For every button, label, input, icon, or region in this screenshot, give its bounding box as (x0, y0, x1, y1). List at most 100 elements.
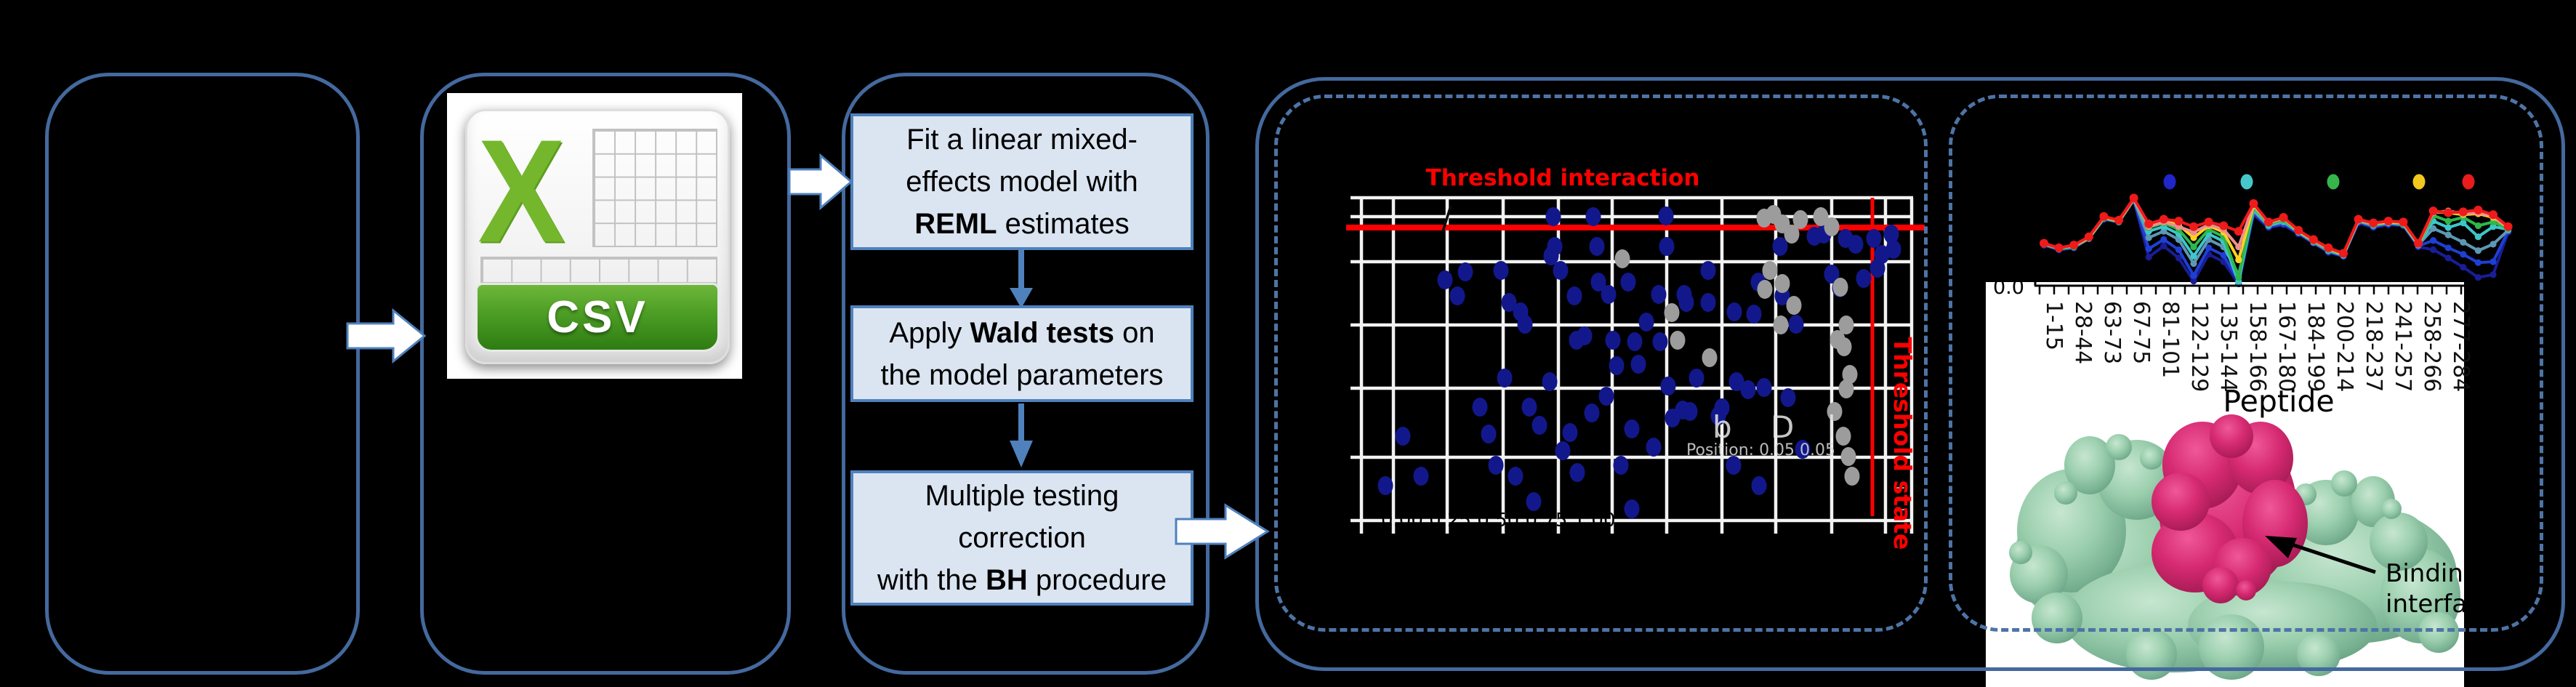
down-arrowhead-icon (1010, 288, 1033, 308)
series-cyan-marker (2490, 223, 2497, 230)
interaction-dot (1590, 273, 1606, 292)
interaction-dot (1646, 438, 1662, 457)
non-significant-dot (1827, 402, 1843, 421)
x-tick-label: 184-199 (2303, 301, 2328, 392)
series-green-marker (2190, 244, 2197, 251)
non-significant-dot (1838, 379, 1854, 398)
interaction-dot (1521, 398, 1537, 417)
down-arrow-icon (1018, 250, 1024, 289)
interaction-dot (1508, 467, 1524, 486)
interaction-dot (1658, 206, 1674, 225)
series-red-marker (2219, 221, 2229, 230)
series-red-marker (2189, 222, 2198, 231)
interaction-dot (1555, 441, 1571, 460)
series-green-marker (2474, 222, 2482, 230)
x-axis-title: Peptide (2223, 384, 2334, 419)
interaction-dot (1589, 237, 1605, 256)
interaction-dot (1413, 467, 1429, 486)
pipeline-step-line: Apply Wald tests on (889, 316, 1155, 349)
ghost-text: – (1896, 476, 1905, 498)
interaction-dot (1788, 315, 1804, 334)
non-significant-dot (1702, 348, 1718, 367)
series-yellow-marker (2190, 234, 2197, 241)
series-cyan-marker (2444, 224, 2452, 231)
x-tick-label: 28-44 (2070, 301, 2096, 364)
series-cyan-marker (2190, 252, 2197, 260)
series-red-marker (2084, 232, 2093, 241)
interaction-dot (1620, 273, 1636, 292)
pipeline-step-line: REML estimates (914, 208, 1130, 240)
interaction-dot (1660, 377, 1676, 395)
series-navy-marker (2160, 242, 2168, 249)
series-red-marker (2129, 193, 2138, 203)
series-red-marker (2458, 207, 2468, 217)
interaction-dot (1569, 463, 1585, 482)
pipeline-step-line: Multiple testing (925, 480, 1119, 512)
series-steel-marker (2444, 231, 2452, 238)
non-significant-dot (1844, 467, 1860, 486)
interaction-dot (1874, 245, 1890, 264)
x-tick-label: 1-15 (2041, 301, 2066, 350)
non-significant-dot (1842, 365, 1858, 384)
non-significant-dot (1786, 296, 1802, 315)
series-red-marker (2383, 217, 2393, 226)
series-red-marker (2489, 210, 2497, 220)
interaction-dot (1700, 293, 1716, 312)
x-tick-label: 67-75 (2128, 301, 2154, 364)
interaction-dot (1682, 402, 1698, 421)
pipeline-down-arrows (1010, 250, 1033, 467)
non-significant-dot (1813, 207, 1829, 226)
interaction-dot (1795, 440, 1811, 459)
series-red-marker (2474, 205, 2483, 214)
legend-dot-blue (2163, 174, 2176, 190)
legend-dot-green (2327, 174, 2340, 190)
series-navy-marker (2444, 254, 2452, 262)
series-steel-marker (2474, 247, 2482, 254)
series-blue-marker (2430, 237, 2437, 244)
series-navy-marker (2190, 278, 2197, 285)
input-data-box (45, 73, 360, 675)
pipeline-step-fit-model: Fit a linear mixed-effects model with REM… (850, 113, 1194, 250)
binding-annotation-arrowhead (2265, 536, 2297, 558)
interaction-dot (1517, 315, 1533, 334)
interaction-dot (1584, 403, 1600, 422)
series-red-marker (2114, 215, 2123, 225)
interaction-dot (1728, 372, 1744, 391)
peptide-uptake-chart (2040, 193, 2513, 288)
interaction-dot (1659, 237, 1675, 256)
csv-image-background: X CSV (447, 93, 742, 379)
interaction-dot (1531, 416, 1547, 435)
series-red-marker (2040, 238, 2048, 248)
series-red-marker (2294, 225, 2303, 235)
interaction-dot (1488, 456, 1504, 475)
x-tick-label: 63-73 (2099, 301, 2125, 364)
series-blue-marker (2474, 259, 2482, 266)
ghost-text: D (1771, 409, 1794, 445)
statistics-pipeline-box (842, 73, 1209, 675)
binding-annotation-line (2289, 542, 2376, 574)
pipeline-step-line: effects model with (906, 166, 1138, 198)
binding-caption-line2: interface (2386, 590, 2496, 619)
non-significant-dot (1664, 303, 1680, 322)
series-navy-marker (2460, 264, 2467, 271)
down-arrow-icon (1018, 403, 1024, 442)
series-red-marker (2234, 227, 2243, 236)
non-significant-dot (1832, 278, 1848, 297)
x-tick-label: 122-129 (2186, 301, 2212, 392)
series-red-marker (2174, 217, 2183, 226)
series-navy-marker (2175, 254, 2182, 262)
series-blue-marker (2220, 252, 2227, 259)
y-tick-label: 0.0 (1993, 276, 2024, 299)
interaction-dot (1689, 369, 1704, 387)
non-significant-dot (1835, 427, 1851, 446)
non-significant-dot (1838, 316, 1854, 334)
series-red-marker (2309, 235, 2318, 244)
csv-file-icon: X CSV (465, 109, 730, 364)
interaction-dot (1481, 425, 1497, 443)
interaction-dot (1627, 332, 1643, 351)
interaction-dot (1585, 207, 1601, 226)
interaction-dot (1772, 237, 1788, 256)
ghost-text: l (1827, 409, 1836, 445)
